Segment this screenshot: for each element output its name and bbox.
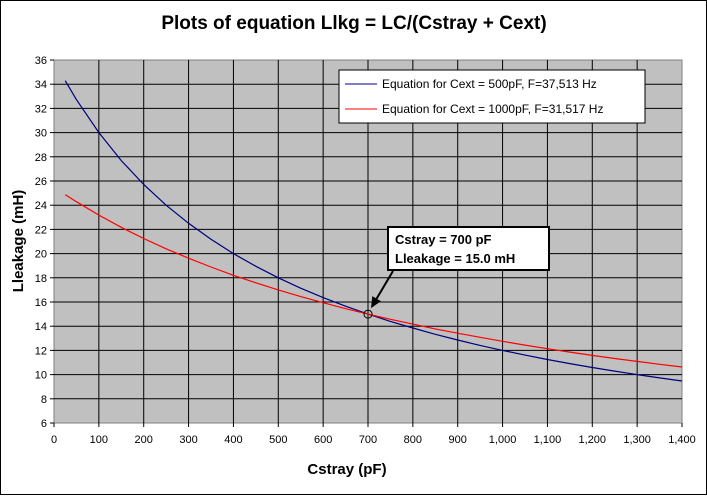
series-line-1000pf (64, 194, 683, 368)
y-tick-label: 20 (35, 249, 47, 261)
annotation-box (387, 226, 550, 271)
y-axis-ticks: 6 8 10 12 14 16 18 20 22 24 26 28 30 32 34 36 (35, 55, 54, 430)
x-tick-label: 200 (135, 434, 153, 446)
y-tick-label: 28 (35, 152, 47, 164)
x-tick-label: 0 (51, 434, 57, 446)
x-tick-label: 1,300 (623, 434, 651, 446)
y-tick-label: 36 (35, 55, 47, 67)
annotation-line-2: Lleakage = 15.0 mH (395, 251, 515, 266)
x-tick-label: 300 (179, 434, 197, 446)
x-tick-label: 600 (314, 434, 332, 446)
y-tick-label: 10 (35, 370, 47, 382)
y-tick-label: 26 (35, 176, 47, 188)
annotation-callout: Cstray = 700 pF Lleakage = 15.0 mH (363, 226, 550, 319)
x-tick-label: 1,400 (668, 434, 696, 446)
y-axis-title: Lleakage (mH) (10, 190, 27, 293)
x-axis-ticks: 0 100 200 300 400 500 600 700 800 900 1,000 1,100 1,… (51, 423, 696, 446)
y-tick-label: 32 (35, 103, 47, 115)
y-tick-label: 30 (35, 128, 47, 140)
y-tick-label: 6 (41, 418, 47, 430)
x-tick-label: 700 (359, 434, 377, 446)
legend-box (338, 69, 646, 124)
annotation-line-1: Cstray = 700 pF (395, 232, 492, 247)
x-axis-title: Cstray (pF) (307, 461, 386, 478)
x-tick-label: 100 (90, 434, 108, 446)
x-tick-label: 400 (224, 434, 242, 446)
y-tick-label: 8 (41, 394, 47, 406)
annotation-arrow (375, 270, 394, 300)
x-tick-label: 1,000 (489, 434, 517, 446)
x-tick-label: 900 (449, 434, 467, 446)
x-tick-label: 1,100 (534, 434, 562, 446)
y-tick-label: 18 (35, 273, 47, 285)
x-tick-label: 1,200 (579, 434, 607, 446)
annotation-arrowhead (371, 296, 381, 309)
y-tick-label: 34 (35, 79, 47, 91)
x-tick-label: 800 (404, 434, 422, 446)
y-tick-label: 16 (35, 297, 47, 309)
y-tick-label: 12 (35, 345, 47, 357)
x-tick-label: 500 (269, 434, 287, 446)
legend-label-series-1000pf: Equation for Cext = 1000pF, F=31,517 Hz (382, 102, 603, 116)
legend: Equation for Cext = 500pF, F=37,513 Hz E… (338, 69, 646, 124)
series-lines (64, 80, 683, 382)
y-tick-label: 22 (35, 224, 47, 236)
chart-title: Plots of equation Llkg = LC/(Cstray + Ce… (161, 13, 546, 34)
annotation-point-marker (363, 309, 373, 319)
legend-label-series-500pf: Equation for Cext = 500pF, F=37,513 Hz (382, 77, 597, 91)
y-tick-label: 24 (35, 200, 47, 212)
y-tick-label: 14 (35, 321, 47, 333)
